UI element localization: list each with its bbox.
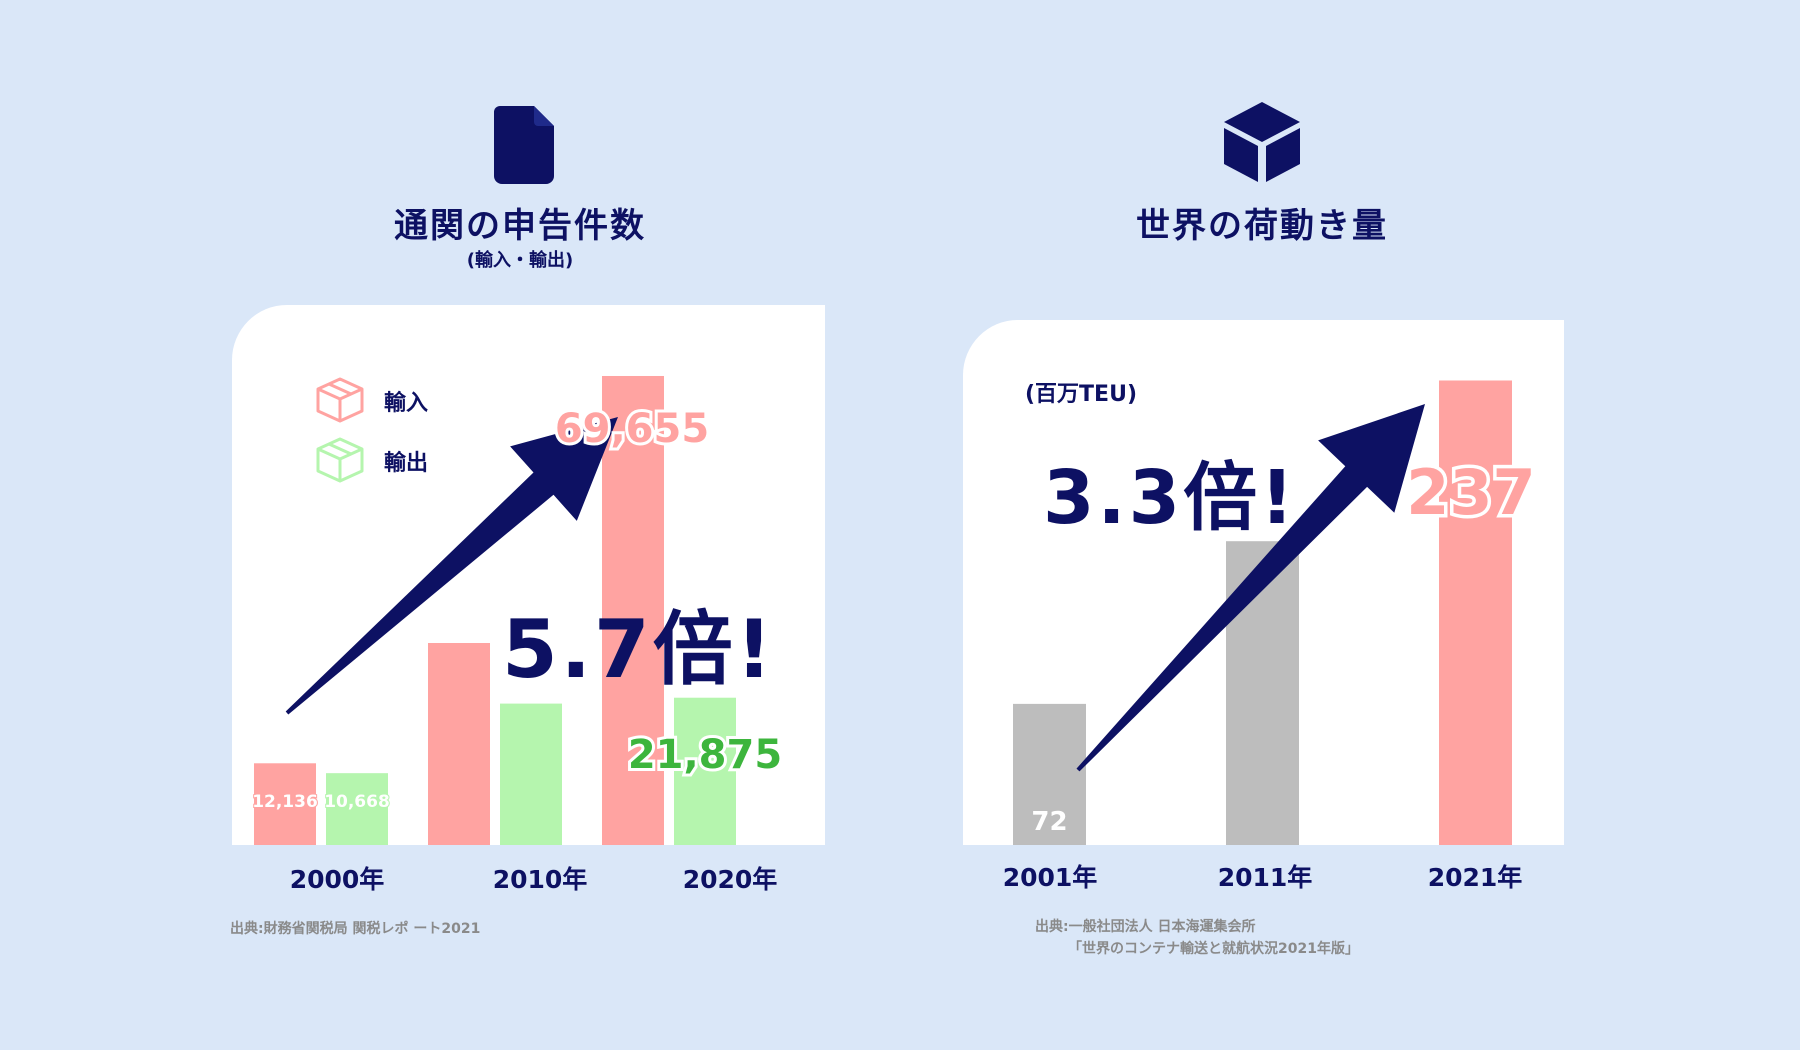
x-label-text: 2011年 (1217, 863, 1313, 892)
left-title: 通関の申告件数 (394, 206, 646, 246)
right-chart-svg: 72 237 (1013, 380, 1539, 845)
x-label-2011: 2011年 (1190, 858, 1340, 894)
bar-export (326, 773, 388, 845)
cube-icon (1224, 102, 1300, 182)
box-icon (316, 437, 364, 483)
x-label-2010: 2010年 (465, 860, 615, 896)
data-label-import-2020: 69,655 (555, 406, 709, 452)
right-chart-panel: 72 237 (百万TEU) 3.3倍! (963, 320, 1564, 845)
growth-arrow (1076, 404, 1425, 772)
left-header: 通関の申告件数 (輸入・輸出) (370, 100, 670, 280)
bar-import (254, 763, 316, 845)
box-icon (316, 377, 364, 423)
bar-export (500, 703, 562, 845)
left-callout: 5.7倍! (502, 603, 776, 696)
bar-import (428, 643, 490, 845)
right-source-line1: 出典:一般社団法人 日本海運集会所 (1035, 919, 1256, 935)
x-label-text: 2021年 (1427, 863, 1523, 892)
right-callout: 3.3倍! (1043, 455, 1297, 541)
unit-label: (百万TEU) (1025, 382, 1138, 407)
bar-import (602, 375, 664, 845)
left-chart-svg: 12,136 10,668 69,655 21,875 (251, 375, 785, 845)
legend-label-import: 輸入 (384, 391, 429, 416)
x-label-text: 2001年 (1002, 863, 1098, 892)
data-label-export-2020: 21,875 (628, 732, 782, 778)
legend-item-import: 輸入 (314, 375, 514, 425)
bar-teu (1439, 380, 1512, 845)
left-subtitle: (輸入・輸出) (466, 250, 574, 271)
bar-teu (1013, 703, 1086, 845)
right-source-line2: 「世界のコンテナ輸送と就航状況2021年版」 (1068, 941, 1359, 957)
document-icon (494, 106, 554, 184)
bar-export (674, 697, 736, 845)
left-chart-panel: 12,136 10,668 69,655 21,875 輸入 輸出 5.7倍! (232, 305, 825, 845)
data-label-2021: 237 (1406, 456, 1535, 529)
data-label-import-2000: 12,136 (252, 792, 318, 812)
x-label-text: 2020年 (682, 865, 778, 894)
left-source: 出典:財務省関税局 関税レポ ート2021 (230, 921, 481, 937)
x-label-2001: 2001年 (975, 858, 1125, 894)
x-label-2000: 2000年 (262, 860, 412, 896)
legend-item-export: 輸出 (314, 435, 514, 485)
x-label-2020: 2020年 (655, 860, 805, 896)
legend-label-export: 輸出 (384, 451, 429, 476)
right-title: 世界の荷動き量 (1136, 206, 1388, 246)
right-header: 世界の荷動き量 (1112, 100, 1412, 246)
data-label-2001: 72 (1031, 807, 1067, 837)
x-label-text: 2000年 (289, 865, 385, 894)
x-label-text: 2010年 (492, 865, 588, 894)
growth-arrow (285, 417, 618, 715)
x-label-2021: 2021年 (1400, 858, 1550, 894)
data-label-export-2000: 10,668 (324, 792, 390, 812)
